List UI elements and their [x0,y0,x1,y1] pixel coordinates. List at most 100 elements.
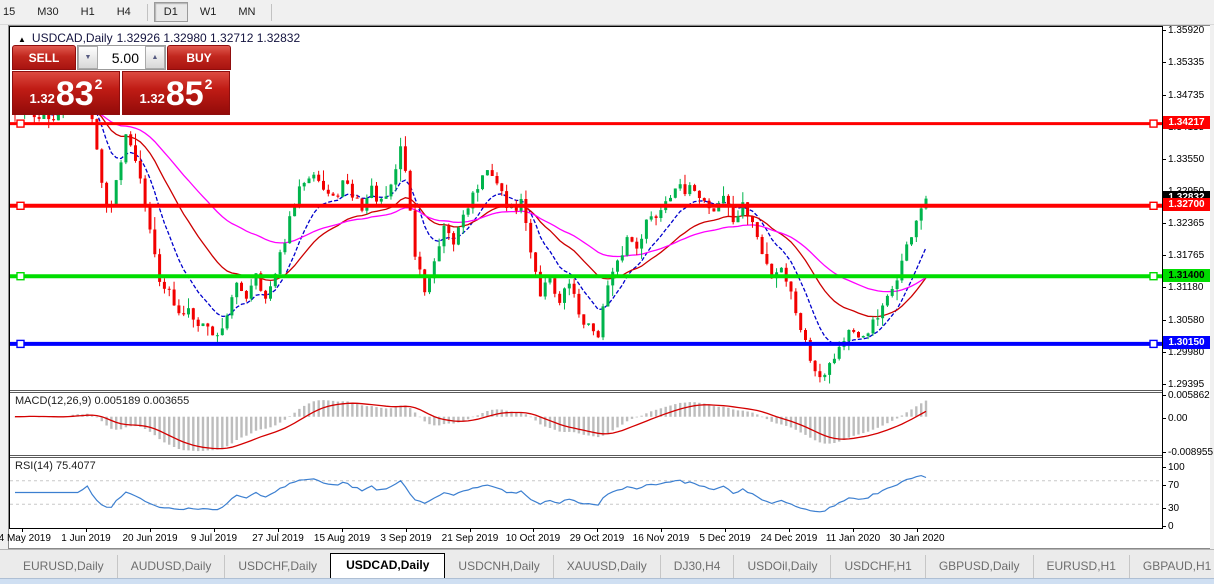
collapse-arrow-icon[interactable]: ▲ [18,35,26,44]
axis-tick [1163,255,1166,256]
axis-tick [1163,418,1166,419]
tab-AUDUSD-Daily[interactable]: AUDUSD,Daily [116,555,225,578]
sell-price-button[interactable]: 1.32 83 2 [12,71,120,115]
price-badge-1.34217: 1.34217 [1163,116,1210,129]
axis-tick [1163,223,1166,224]
date-tick [661,529,662,532]
timeframe-button-W1[interactable]: W1 [199,6,217,18]
rsi-line [15,474,927,513]
timeframe-button-M30[interactable]: M30 [37,6,59,18]
status-bar [0,578,1214,584]
price-tick-label: 1.31180 [1168,282,1204,293]
price-tick-label: 1.35920 [1168,25,1205,36]
price-badge-1.31400: 1.31400 [1163,269,1210,282]
price-tick-label: 1.29980 [1168,347,1205,358]
rsi-svg [10,474,1162,513]
timeframe-toolbar: 15 M30 H1 H4 D1 W1 MN [0,0,1214,25]
symbol-label: USDCAD,Daily [31,31,113,45]
date-tick [406,529,407,532]
chart-window: ▲ USDCAD,Daily 1.32926 1.32980 1.32712 1.3… [0,25,1214,549]
date-tick [789,529,790,532]
date-tick [214,529,215,532]
tab-USDOil-Daily[interactable]: USDOil,Daily [733,555,830,578]
date-tick [725,529,726,532]
timeframe-button-H1[interactable]: H1 [80,6,95,18]
ema-lines [14,101,927,346]
macd-histogram [13,400,928,452]
tab-EURUSD-H1[interactable]: EURUSD,H1 [1032,555,1129,578]
date-label: 10 Oct 2019 [505,533,561,544]
volume-input[interactable]: 5.00 [98,46,145,69]
axis-tick [1163,384,1166,385]
date-label: 5 Dec 2019 [699,533,751,544]
macd-tick-label: 0.005862 [1168,390,1210,401]
date-tick [597,529,598,532]
pane-splitter[interactable] [10,390,1162,393]
toolbar-separator [271,3,273,21]
macd-signal-line [15,402,927,450]
tab-GBPUSD-Daily[interactable]: GBPUSD,Daily [924,555,1033,578]
date-label: 16 Nov 2019 [632,533,690,544]
axis-tick [1163,526,1166,527]
rsi-tick-label: 70 [1168,480,1180,491]
date-tick [22,529,23,532]
price-chart-svg [10,84,1162,384]
date-tick [342,529,343,532]
buy-big-figure: 1.32 [139,91,165,106]
volume-decrease-button[interactable]: ▼ [78,46,98,69]
price-tick-label: 1.32365 [1168,218,1205,229]
axis-tick [1163,62,1166,63]
ohlc-values: 1.32926 1.32980 1.32712 1.32832 [116,31,301,45]
axis-tick [1163,159,1166,160]
tab-XAUUSD-Daily[interactable]: XAUUSD,Daily [552,555,660,578]
volume-increase-button[interactable]: ▲ [145,46,165,69]
rsi-tick-label: 100 [1168,462,1185,473]
date-tick [150,529,151,532]
price-tick-label: 1.30580 [1168,315,1205,326]
tab-USDCAD-Daily[interactable]: USDCAD,Daily [330,553,446,578]
axis-tick [1163,287,1166,288]
price-axis[interactable]: 1.359201.353351.347351.341351.335501.329… [1163,25,1214,532]
date-axis[interactable]: 14 May 2019 1 Jun 2019 20 Jun 2019 9 Jul 20… [0,529,1210,548]
tab-USDCHF-H1[interactable]: USDCHF,H1 [830,555,924,578]
tab-USDCHF-Daily[interactable]: USDCHF,Daily [224,555,330,578]
macd-tick-label: 0.00 [1168,413,1188,424]
macd-tick-label: -0.008955 [1168,447,1214,458]
date-tick [86,529,87,532]
price-tick-label: 1.31765 [1168,250,1205,261]
pane-splitter[interactable] [10,455,1162,458]
axis-tick [1163,467,1166,468]
horizontal-lines[interactable] [10,119,1162,349]
tab-USDCNH-Daily[interactable]: USDCNH,Daily [458,559,540,573]
tab-EURUSD-Daily[interactable]: EURUSD,Daily [23,559,104,573]
tab-GBPAUD-H1[interactable]: GBPAUD,H1 [1128,555,1214,578]
timeframe-button-D1[interactable]: D1 [153,2,188,22]
buy-pips: 85 [165,75,204,113]
timeframe-button-MN[interactable]: MN [238,6,256,18]
axis-tick [1163,508,1166,509]
date-label: 3 Sep 2019 [380,533,432,544]
rsi-pane: RSI(14) 75.4077 [10,458,1162,528]
buy-button[interactable]: BUY [167,45,231,70]
buy-price-button[interactable]: 1.32 85 2 [122,71,230,115]
tab-DJ30-H4[interactable]: DJ30,H4 [659,555,734,578]
axis-tick [1163,320,1166,321]
timeframe-button-15[interactable]: 15 [3,6,16,18]
price-pane[interactable]: ▲ USDCAD,Daily 1.32926 1.32980 1.32712 1.3… [10,27,1162,390]
price-tick-label: 1.35335 [1168,57,1205,68]
macd-pane: MACD(12,26,9) 0.005189 0.003655 [10,393,1162,455]
date-tick [917,529,918,532]
price-badge-1.30150: 1.30150 [1163,336,1210,349]
chart-title: ▲ USDCAD,Daily 1.32926 1.32980 1.32712 1.3… [18,31,304,45]
price-badge-1.32700: 1.32700 [1163,198,1210,211]
sell-button[interactable]: SELL [12,45,76,70]
date-tick [278,529,279,532]
toolbar-separator [146,3,148,21]
timeframe-button-H4[interactable]: H4 [116,6,131,18]
rsi-tick-label: 0 [1168,521,1174,532]
date-label: 20 Jun 2019 [122,533,178,544]
one-click-trade-panel: SELL ▼ 5.00 ▲ BUY 1.32 83 2 1.32 8 [12,45,231,115]
rsi-tick-label: 30 [1168,503,1180,514]
price-tick-label: 1.34735 [1168,90,1205,101]
